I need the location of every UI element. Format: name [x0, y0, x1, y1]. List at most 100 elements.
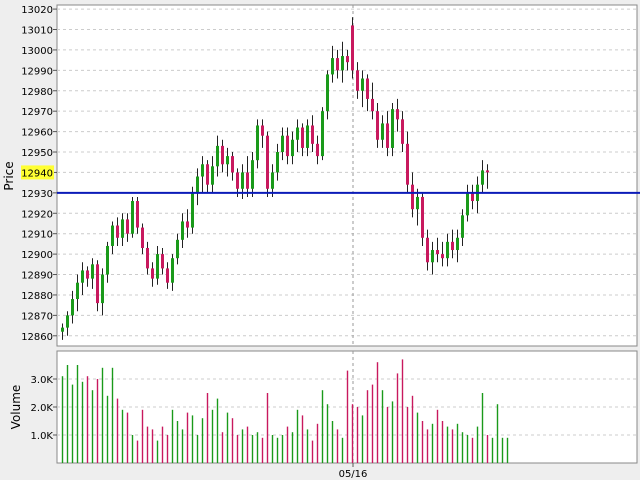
candle-body [156, 254, 159, 279]
candlestick [86, 266, 89, 287]
candlestick [376, 103, 379, 148]
candle-body [296, 127, 299, 140]
candle-body [161, 254, 164, 269]
price-tick-label: 12910 [21, 230, 53, 241]
candle-body [381, 123, 384, 140]
candlestick [466, 184, 469, 222]
candle-body [451, 241, 454, 251]
candle-body [261, 125, 264, 136]
price-tick-label: 12930 [21, 189, 53, 200]
candlestick [486, 164, 489, 189]
candlestick [71, 290, 74, 324]
candlestick [156, 245, 159, 285]
candlestick [306, 119, 309, 157]
price-tick-label: 12860 [21, 332, 53, 343]
volume-axis-label: Volume [9, 385, 23, 430]
candlestick [146, 241, 149, 275]
candle-body [386, 123, 389, 148]
candlestick [281, 127, 284, 161]
candlestick [381, 115, 384, 148]
x-axis-date-label: 05/16 [339, 469, 368, 480]
candlestick [181, 213, 184, 248]
candle-body [121, 219, 124, 238]
candlestick [246, 156, 249, 197]
candlestick [391, 103, 394, 157]
candlestick [456, 229, 459, 263]
candlestick [296, 119, 299, 153]
volume-tick-label: 3.0K [31, 375, 54, 386]
candlestick [141, 223, 144, 255]
candle-body [236, 172, 239, 189]
candlestick [216, 135, 219, 177]
candlestick [411, 172, 414, 218]
candlestick [331, 45, 334, 83]
candlestick [196, 168, 199, 206]
candle-body [316, 143, 319, 157]
price-tick-label: 12920 [21, 209, 53, 220]
candle-body [411, 184, 414, 210]
candle-body [201, 164, 204, 177]
candlestick [111, 221, 114, 255]
candlestick [326, 70, 329, 120]
candlestick [101, 268, 104, 316]
price-tick-label: 12950 [21, 148, 53, 159]
candle-body [286, 135, 289, 157]
candle-body [361, 78, 364, 91]
candlestick [151, 262, 154, 287]
candlestick [421, 192, 424, 246]
candle-body [216, 145, 219, 167]
candlestick [171, 254, 174, 291]
candlestick [81, 262, 84, 295]
candlestick [106, 241, 109, 283]
candlestick [351, 17, 354, 79]
candlestick [396, 98, 399, 132]
candlestick [316, 135, 319, 165]
candle-body [171, 258, 174, 283]
candlestick [166, 262, 169, 289]
candlestick [301, 123, 304, 157]
price-tick-label: 12960 [21, 128, 53, 139]
candle-body [311, 125, 314, 144]
candle-body [321, 111, 324, 157]
candle-body [111, 225, 114, 246]
candlestick [386, 111, 389, 157]
candle-body [101, 274, 104, 304]
price-tick-label: 12970 [21, 107, 53, 118]
candlestick [371, 82, 374, 120]
volume-tick-label: 2.0K [31, 403, 54, 414]
candlestick [266, 131, 269, 197]
candle-body [441, 254, 444, 259]
candle-body [356, 70, 359, 91]
price-axis-label: Price [2, 161, 16, 190]
candle-body [336, 58, 339, 71]
candlestick [221, 139, 224, 173]
volume-axis-ticks: 1.0K 2.0K 3.0K [31, 375, 57, 442]
candlestick [61, 323, 64, 340]
candlestick [336, 49, 339, 79]
candlestick [201, 156, 204, 193]
candle-body [481, 170, 484, 185]
candlestick [356, 62, 359, 99]
price-tick-label: 13020 [21, 5, 53, 16]
candle-body [186, 221, 189, 228]
candlestick [131, 196, 134, 238]
candlestick [446, 233, 449, 267]
candle-body [396, 109, 399, 120]
candle-body [191, 192, 194, 228]
candle-body [421, 196, 424, 238]
price-tick-label: 12990 [21, 66, 53, 77]
candle-body [176, 239, 179, 259]
candle-body [326, 74, 329, 112]
candlestick [226, 147, 229, 177]
candlestick [401, 111, 404, 153]
candle-body [366, 78, 369, 99]
candle-body [86, 270, 89, 279]
candle-body [376, 111, 379, 140]
candlestick [76, 274, 79, 312]
candlestick [361, 70, 364, 108]
candle-body [116, 225, 119, 238]
candlestick [191, 186, 194, 234]
candle-body [341, 56, 344, 71]
candle-body [436, 250, 439, 255]
candle-body [406, 143, 409, 185]
